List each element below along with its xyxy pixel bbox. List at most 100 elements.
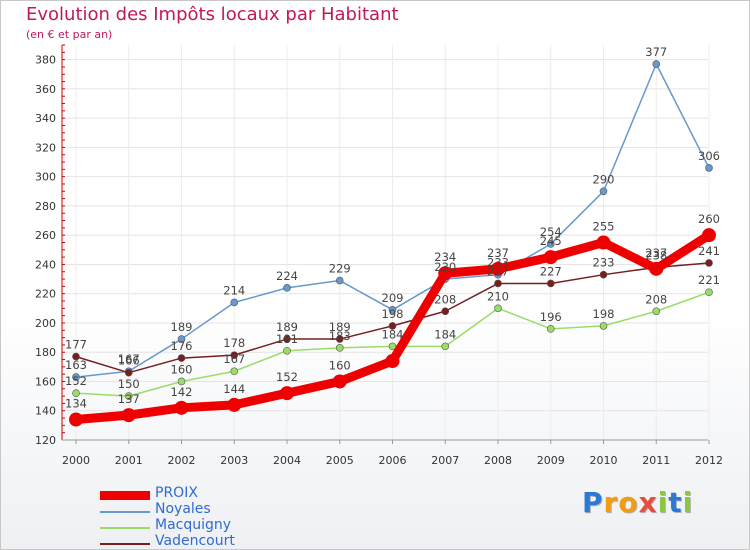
data-label-macquigny: 150 [118, 377, 140, 391]
legend-item-noyales: Noyales [100, 501, 400, 518]
data-label-proix: 134 [65, 397, 87, 411]
data-point-proix [385, 354, 400, 368]
data-point-macquigny [177, 377, 186, 386]
data-point-macquigny [705, 288, 713, 297]
data-labels: 134 137 142 144 152 160 234 237 245 255 237 260 163 1… [65, 45, 720, 411]
data-label-proix: 160 [329, 358, 351, 372]
data-label-proix: 142 [171, 385, 193, 399]
data-point-proix [491, 261, 505, 276]
legend-swatch [100, 527, 150, 529]
data-point-macquigny [124, 392, 133, 400]
data-label-vadencourt: 176 [171, 339, 193, 353]
axes: 120 140 160 180 200 220 240 260 280 300 320 340 360 3… [35, 44, 723, 467]
x-tick-label: 2004 [273, 454, 301, 467]
x-tick-label: 2000 [62, 454, 90, 467]
data-point-vadencourt [177, 354, 186, 362]
data-label-macquigny: 184 [434, 327, 456, 341]
data-point-proix [332, 374, 347, 389]
data-point-vadencourt [72, 352, 80, 361]
data-point-noyales [652, 60, 661, 68]
data-point-proix [702, 228, 716, 243]
data-point-proix [69, 412, 83, 427]
legend-label: Noyales [155, 501, 211, 517]
data-label-macquigny: 184 [382, 327, 404, 341]
data-point-noyales [388, 305, 397, 314]
data-point-proix [227, 397, 242, 412]
data-point-noyales [72, 373, 80, 381]
series-lines [69, 60, 716, 427]
data-point-noyales [546, 240, 555, 248]
legend-item-macquigny: Macquigny [100, 517, 400, 534]
data-label-macquigny: 196 [540, 310, 562, 324]
legend-swatch [100, 511, 150, 513]
x-tick-label: 2001 [115, 454, 143, 467]
data-label-macquigny: 198 [593, 307, 615, 321]
data-point-macquigny [335, 344, 344, 352]
logo-letter: P [582, 486, 604, 519]
legend-item-vadencourt: Vadencourt [100, 533, 400, 550]
data-label-macquigny: 210 [487, 289, 509, 303]
data-point-vadencourt [441, 307, 450, 316]
data-label-macquigny: 183 [329, 329, 351, 343]
data-point-macquigny [72, 389, 80, 397]
data-label-vadencourt: 198 [382, 307, 404, 321]
data-point-noyales [283, 284, 291, 292]
data-point-noyales [177, 335, 186, 343]
legend-label: PROIX [155, 485, 198, 501]
data-label-proix: 144 [223, 382, 245, 396]
data-label-macquigny: 160 [171, 362, 193, 376]
y-tick-label: 360 [35, 83, 56, 96]
logo-letter: x [638, 486, 658, 519]
data-point-macquigny [652, 307, 661, 316]
y-tick-label: 180 [35, 346, 56, 359]
data-label-noyales: 377 [645, 45, 667, 59]
y-tick-label: 240 [35, 258, 56, 271]
data-label-vadencourt: 208 [434, 292, 456, 306]
data-label-noyales: 233 [487, 256, 509, 270]
legend-swatch [100, 491, 150, 500]
x-tick-label: 2002 [168, 454, 196, 467]
data-point-proix [649, 261, 664, 276]
data-point-vadencourt [335, 335, 344, 343]
data-label-noyales: 163 [65, 358, 87, 372]
data-label-noyales: 230 [434, 260, 456, 274]
data-label-noyales: 306 [698, 149, 720, 163]
data-point-vadencourt [705, 259, 713, 267]
x-tick-label: 2007 [431, 454, 459, 467]
data-label-noyales: 189 [171, 320, 193, 334]
data-label-noyales: 254 [540, 225, 562, 239]
data-point-noyales [705, 164, 713, 172]
data-label-noyales: 224 [276, 269, 298, 283]
data-label-noyales: 290 [593, 172, 615, 186]
data-label-vadencourt: 178 [223, 336, 245, 350]
data-point-macquigny [599, 322, 608, 330]
y-tick-label: 160 [35, 375, 56, 388]
data-label-proix: 255 [593, 220, 615, 234]
data-point-proix [280, 386, 294, 401]
data-label-vadencourt: 238 [645, 248, 667, 262]
legend-label: Macquigny [155, 517, 232, 533]
data-label-vadencourt: 233 [593, 256, 615, 270]
logo-letter: r [603, 486, 619, 519]
data-label-vadencourt: 177 [65, 338, 87, 352]
data-label-noyales: 167 [118, 352, 140, 366]
x-tick-label: 2010 [590, 454, 618, 467]
chart-title: Evolution des Impôts locaux par Habitant [26, 4, 399, 25]
legend-swatch [100, 543, 150, 545]
y-tick-label: 280 [35, 200, 56, 213]
data-point-noyales [335, 276, 344, 285]
grid-lines [62, 45, 710, 441]
data-label-proix: 237 [487, 246, 509, 260]
data-label-macquigny: 221 [698, 273, 720, 287]
data-point-proix [174, 400, 189, 415]
data-label-vadencourt: 227 [487, 264, 509, 278]
data-point-macquigny [494, 304, 502, 313]
data-label-noyales: 214 [223, 283, 245, 297]
data-point-vadencourt [546, 279, 555, 288]
data-point-vadencourt [124, 368, 133, 377]
data-label-macquigny: 181 [276, 332, 298, 346]
data-label-vadencourt: 241 [698, 244, 720, 258]
data-label-vadencourt: 189 [276, 320, 298, 334]
